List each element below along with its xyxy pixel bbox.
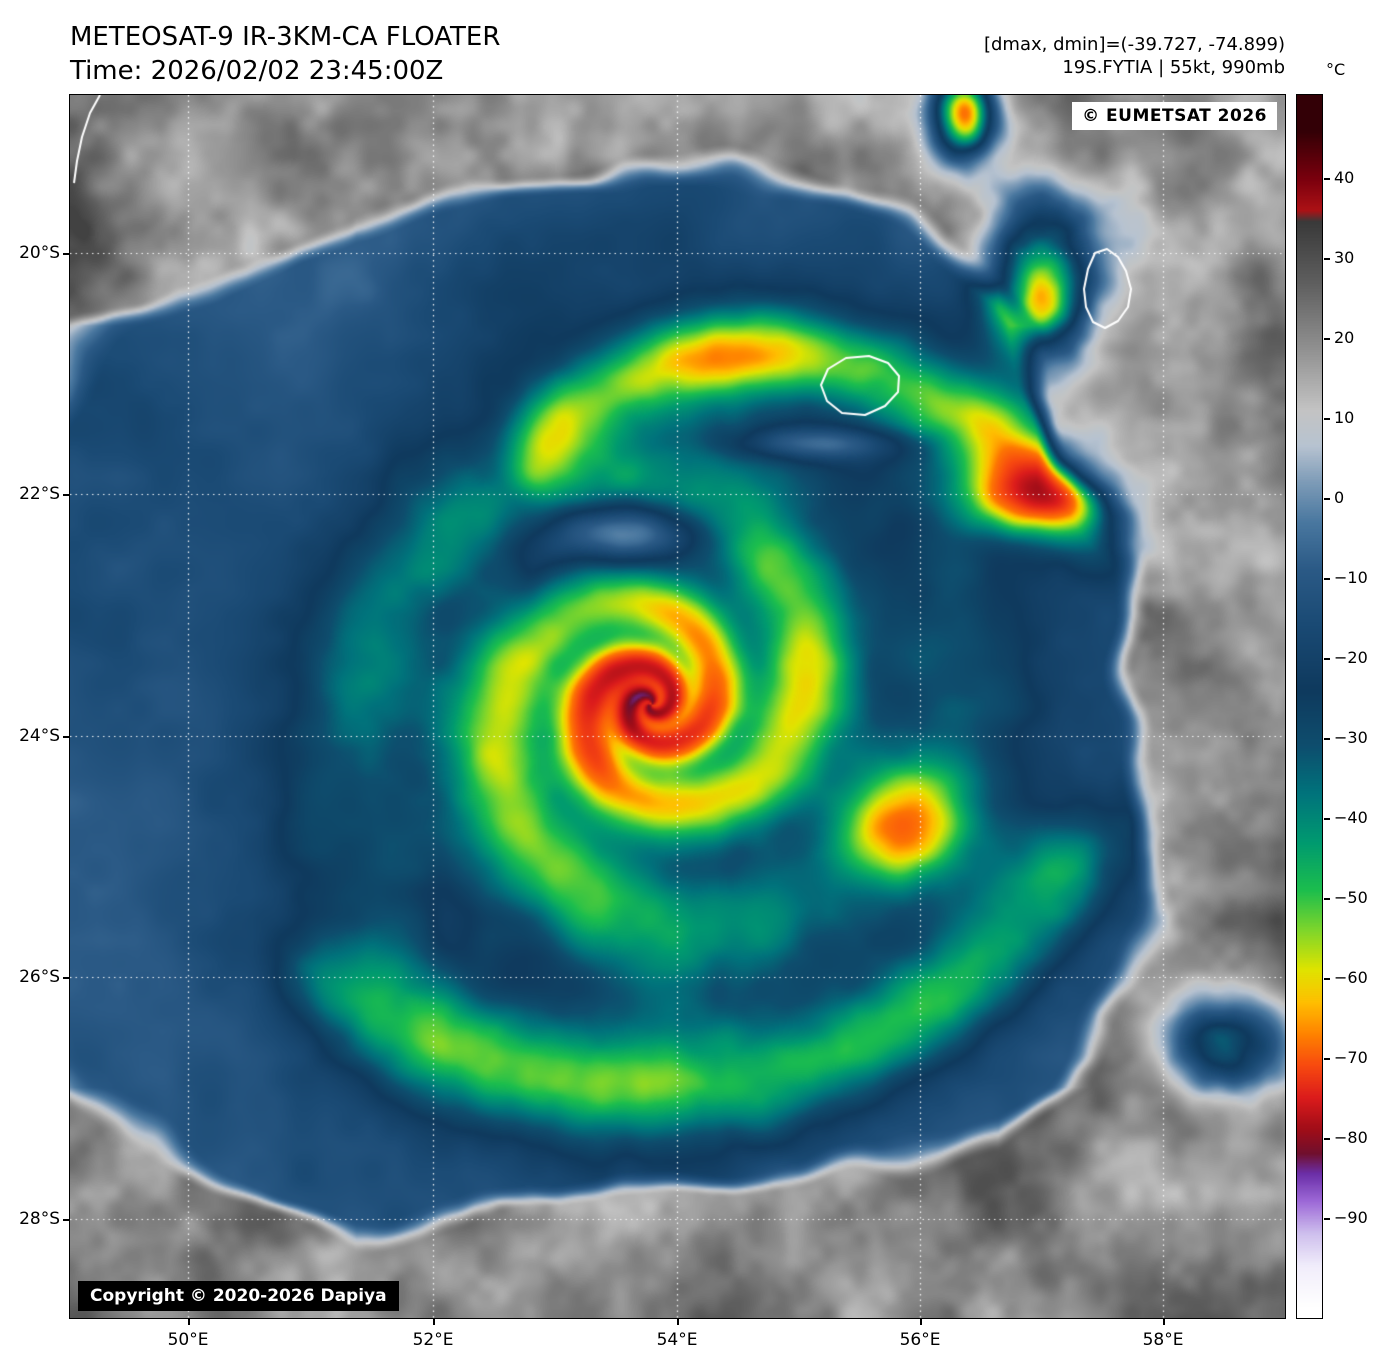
cb-tick	[1324, 898, 1330, 900]
cb-label-m80: −80	[1334, 1128, 1368, 1147]
x-axis-tick	[920, 1319, 922, 1325]
y-axis-tick	[63, 1219, 69, 1221]
cb-label-m40: −40	[1334, 808, 1368, 827]
cb-label-m70: −70	[1334, 1048, 1368, 1067]
x-axis-tick	[188, 1319, 190, 1325]
cb-label-m30: −30	[1334, 728, 1368, 747]
x-axis-tick	[433, 1319, 435, 1325]
lon-label-54e: 54°E	[656, 1330, 698, 1350]
cb-label-m90: −90	[1334, 1208, 1368, 1227]
lat-label-22s: 22°S	[19, 484, 60, 504]
cb-label-20: 20	[1334, 328, 1355, 347]
colorbar	[1296, 94, 1323, 1319]
lon-label-50e: 50°E	[167, 1330, 209, 1350]
cb-tick	[1324, 178, 1330, 180]
cb-label-m50: −50	[1334, 888, 1368, 907]
colorbar-gradient-canvas	[1297, 95, 1322, 1318]
cb-tick	[1324, 338, 1330, 340]
lat-label-24s: 24°S	[19, 726, 60, 746]
y-axis-tick	[63, 977, 69, 979]
cb-tick	[1324, 1218, 1330, 1220]
title-block: METEOSAT-9 IR-3KM-CA FLOATER Time: 2026/…	[70, 20, 500, 88]
lon-label-52e: 52°E	[412, 1330, 454, 1350]
y-axis-tick	[63, 253, 69, 255]
cb-tick	[1324, 1058, 1330, 1060]
satellite-image-canvas	[70, 95, 1285, 1318]
lat-label-26s: 26°S	[19, 967, 60, 987]
map-frame: © EUMETSAT 2026 Copyright © 2020-2026 Da…	[69, 94, 1286, 1319]
storm-info: 19S.FYTIA | 55kt, 990mb	[1062, 57, 1285, 78]
cb-label-40: 40	[1334, 168, 1355, 187]
product-title: METEOSAT-9 IR-3KM-CA FLOATER	[70, 22, 501, 52]
dmax-dmin-readout: [dmax, dmin]=(-39.727, -74.899)	[983, 34, 1285, 55]
y-axis-tick	[63, 736, 69, 738]
product-time: Time: 2026/02/02 23:45:00Z	[70, 56, 444, 86]
cb-label-m60: −60	[1334, 968, 1368, 987]
eumetsat-badge: © EUMETSAT 2026	[1072, 102, 1277, 130]
lon-label-58e: 58°E	[1142, 1330, 1184, 1350]
cb-tick	[1324, 818, 1330, 820]
cb-label-10: 10	[1334, 408, 1355, 427]
colorbar-unit-label: °C	[1326, 60, 1346, 79]
cb-tick	[1324, 658, 1330, 660]
cb-tick	[1324, 258, 1330, 260]
lon-label-56e: 56°E	[899, 1330, 941, 1350]
cb-label-m20: −20	[1334, 648, 1368, 667]
cb-label-0: 0	[1334, 488, 1345, 507]
copyright-badge: Copyright © 2020-2026 Dapiya	[78, 1281, 399, 1311]
cb-tick	[1324, 578, 1330, 580]
cb-tick	[1324, 418, 1330, 420]
header-right: [dmax, dmin]=(-39.727, -74.899) 19S.FYTI…	[984, 33, 1285, 79]
x-axis-tick	[1163, 1319, 1165, 1325]
cb-tick	[1324, 1138, 1330, 1140]
cb-tick	[1324, 738, 1330, 740]
lat-label-28s: 28°S	[19, 1209, 60, 1229]
cb-label-30: 30	[1334, 248, 1355, 267]
cb-tick	[1324, 978, 1330, 980]
lat-label-20s: 20°S	[19, 243, 60, 263]
x-axis-tick	[677, 1319, 679, 1325]
y-axis-tick	[63, 494, 69, 496]
cb-tick	[1324, 498, 1330, 500]
cb-label-m10: −10	[1334, 568, 1368, 587]
